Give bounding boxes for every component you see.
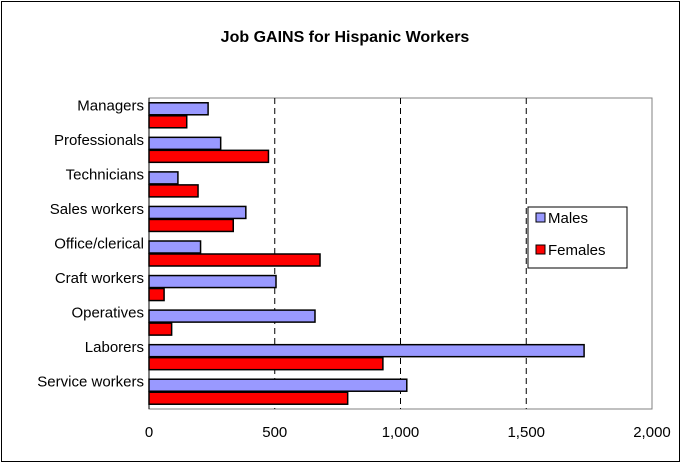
bar-females — [148, 218, 235, 233]
category-label: Craft workers — [55, 270, 144, 287]
category-label: Office/clerical — [54, 236, 144, 253]
category-label: Technicians — [66, 166, 144, 183]
category-labels: Managers Professionals Technicians Sales wo… — [37, 97, 144, 390]
chart-title: Job GAINS for Hispanic Workers — [221, 29, 470, 46]
category-label: Service workers — [37, 374, 144, 391]
legend: Males Females — [527, 206, 628, 269]
x-axis-ticks: 0 500 1,000 1,500 2,000 — [145, 424, 671, 441]
bar-males — [148, 240, 202, 254]
bar-females — [148, 149, 270, 164]
x-tick-label: 500 — [262, 424, 287, 441]
bar-females — [148, 391, 349, 405]
bar-males — [148, 102, 209, 116]
bars — [148, 102, 585, 405]
category-label: Sales workers — [50, 201, 144, 218]
bar-males — [148, 274, 277, 289]
bar-females — [148, 322, 173, 336]
category-label: Managers — [77, 97, 144, 114]
bar-males — [148, 343, 585, 358]
legend-swatch-females — [535, 244, 546, 255]
legend-label-females: Females — [548, 242, 606, 259]
x-tick-label: 2,000 — [633, 424, 671, 441]
bar-males — [148, 205, 247, 220]
x-tick-label: 1,000 — [382, 424, 420, 441]
x-tick-label: 0 — [145, 424, 153, 441]
bar-females — [148, 287, 165, 302]
category-label: Laborers — [85, 339, 144, 356]
bar-females — [148, 356, 384, 371]
bar-males — [148, 309, 316, 323]
category-label: Operatives — [71, 305, 144, 322]
bar-females — [148, 184, 199, 198]
x-tick-label: 1,500 — [507, 424, 545, 441]
bar-males — [148, 136, 222, 151]
bar-males — [148, 171, 179, 185]
legend-label-males: Males — [548, 210, 588, 227]
category-label: Professionals — [54, 132, 144, 149]
bar-females — [148, 115, 188, 129]
bar-males — [148, 378, 408, 392]
legend-swatch-males — [535, 212, 546, 223]
bar-females — [148, 253, 321, 267]
